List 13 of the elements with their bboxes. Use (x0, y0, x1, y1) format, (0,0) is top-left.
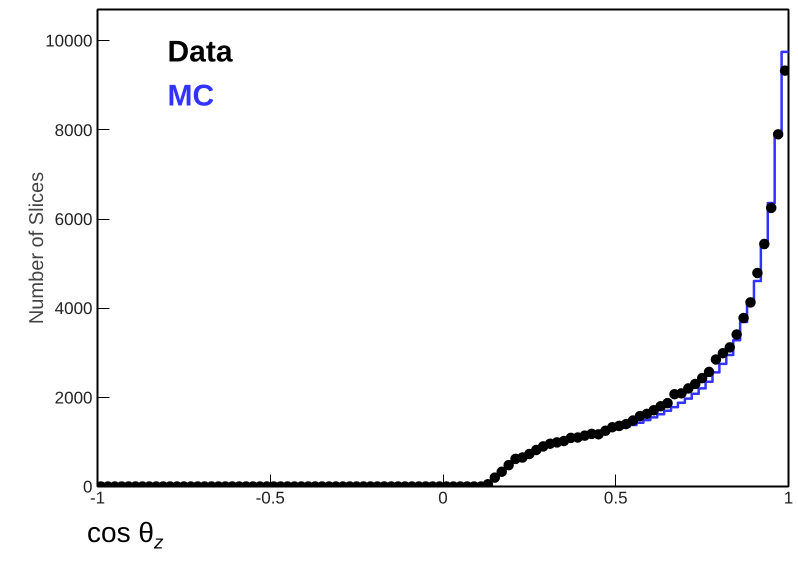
x-tick-label: 0.5 (604, 488, 628, 508)
x-tick-label: 0 (438, 488, 448, 508)
y-tick-label: 8000 (54, 120, 93, 140)
x-tick-label: 1 (784, 488, 794, 508)
y-tick-label: 4000 (54, 299, 93, 318)
x-tick-label: -0.5 (256, 488, 285, 508)
y-tick-label: 2000 (54, 388, 93, 408)
y-tick-label: 6000 (54, 210, 93, 230)
x-axis-title: cos θ$_{z}$ (86, 516, 164, 556)
legend-label: Data (168, 36, 233, 68)
y-tick-label: 10000 (45, 32, 93, 51)
text: MC (168, 80, 214, 112)
y-axis-title: Number of Slices (26, 172, 48, 324)
